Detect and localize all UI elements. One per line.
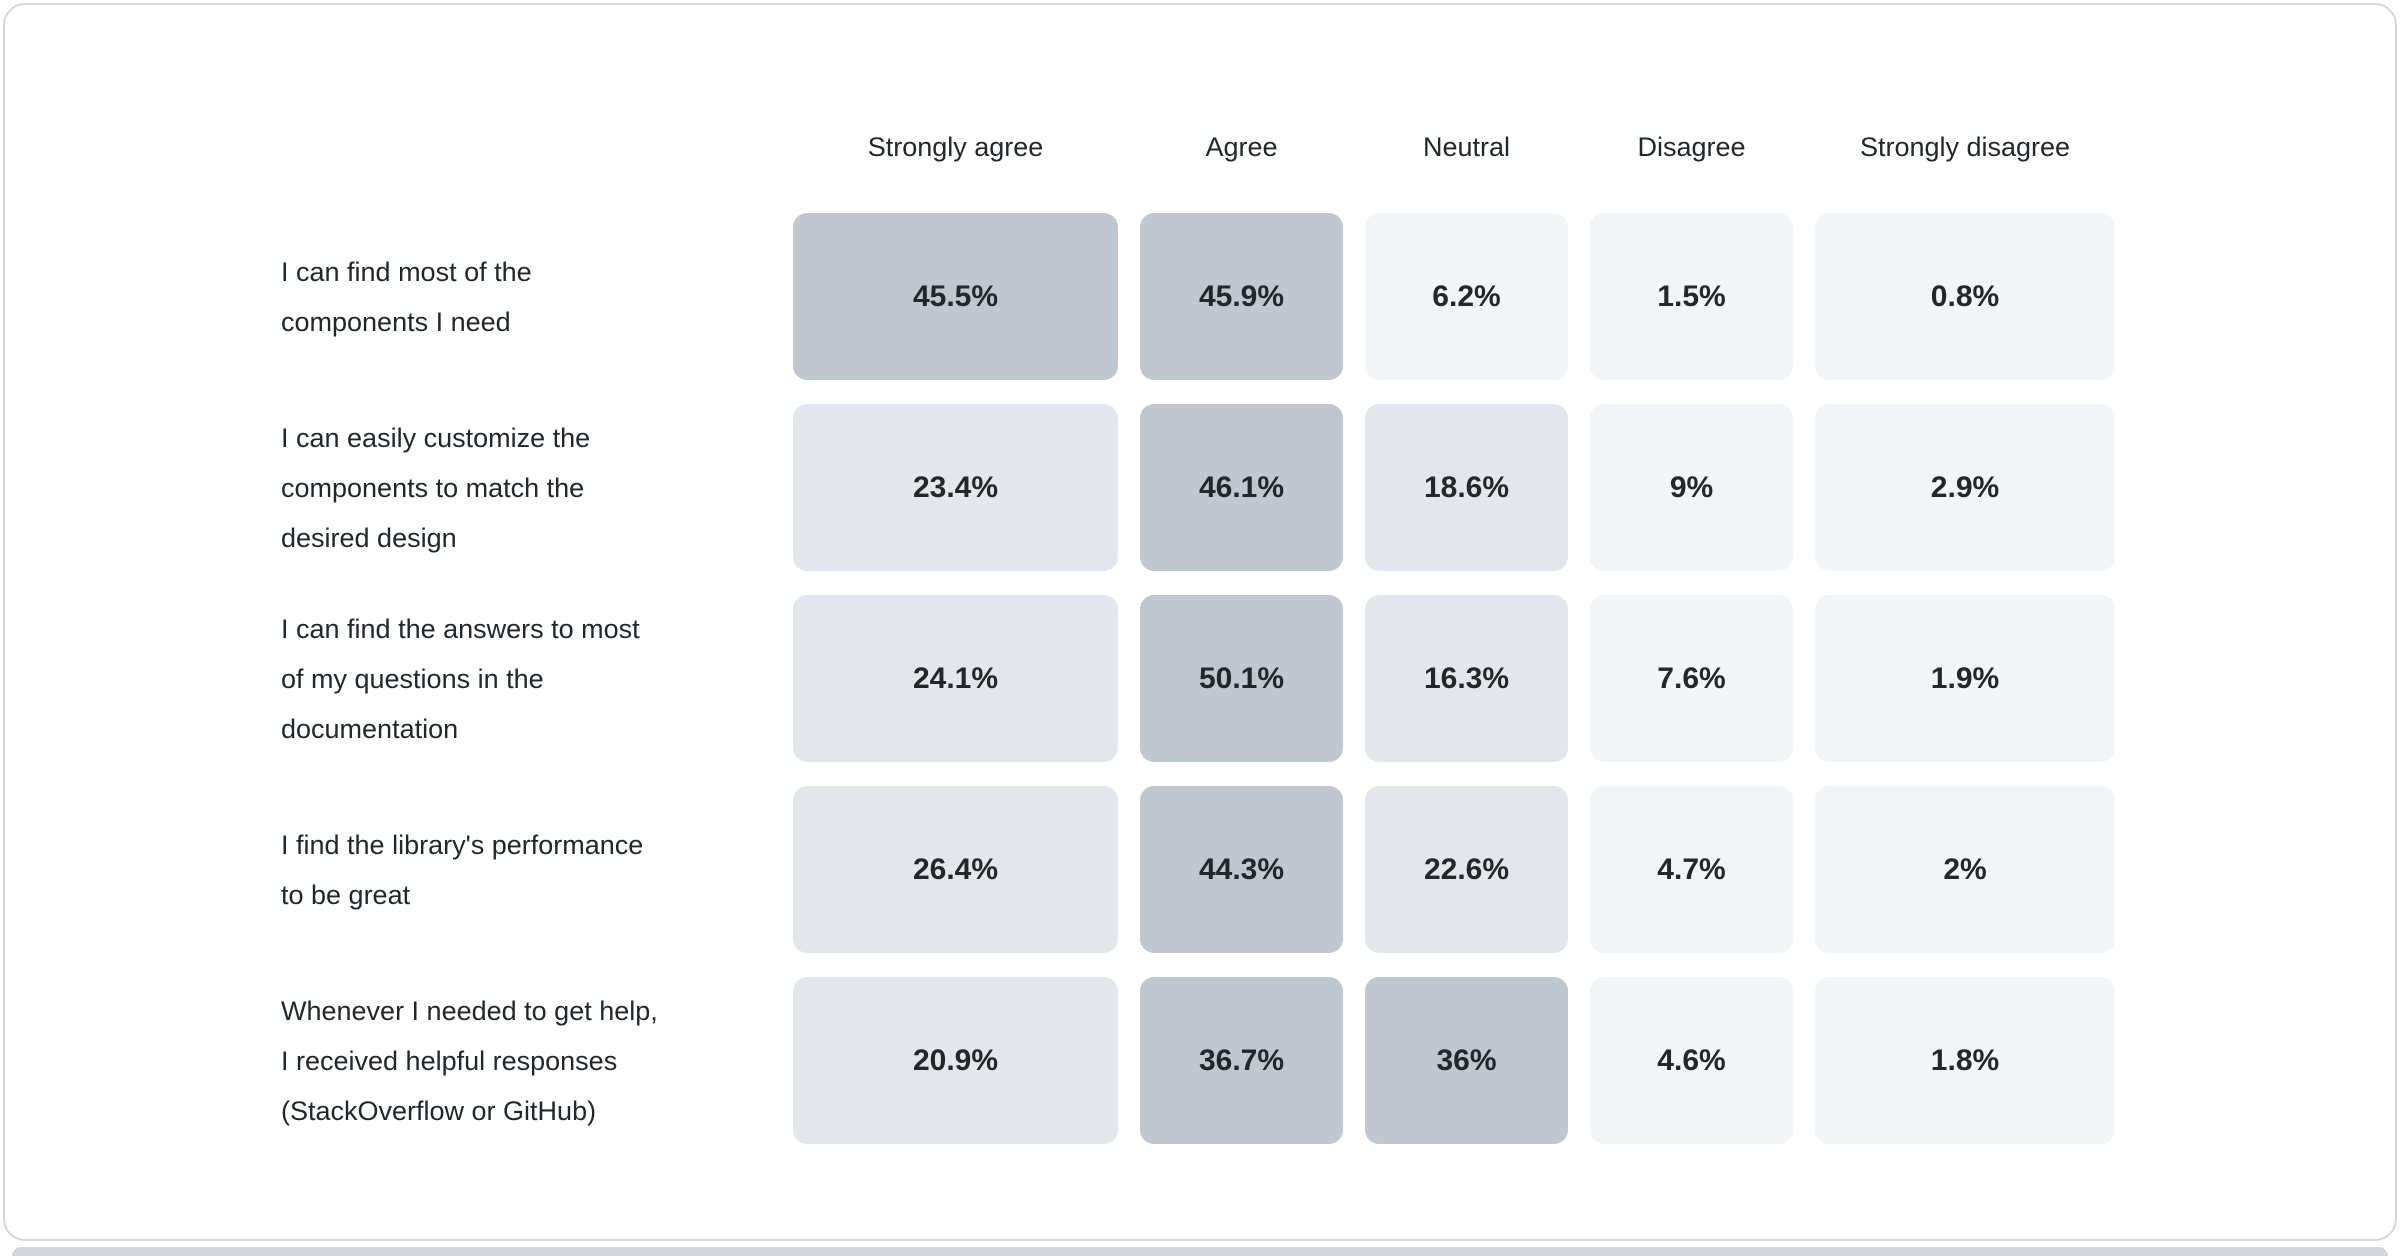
heatmap-cell: 6.2% [1365,213,1568,380]
heatmap-cell: 1.5% [1590,213,1793,380]
heatmap-cell: 2.9% [1815,404,2115,571]
heatmap-cell: 23.4% [793,404,1118,571]
column-header-strongly-agree: Strongly agree [867,131,1044,162]
heatmap-cell: 2% [1815,786,2115,953]
row-label: I find the library's performance to be g… [281,829,644,910]
column-header-neutral: Neutral [1422,131,1511,162]
row-label: I can easily customize the components to… [281,422,591,553]
heatmap-cell: 26.4% [793,786,1118,953]
heatmap-cell: 0.8% [1815,213,2115,380]
heatmap-cell: 36.7% [1140,977,1343,1144]
heatmap-cell: 24.1% [793,595,1118,762]
likert-heatmap: Strongly agree Agree Neutral Disagree St… [281,105,2115,1144]
row-label: I can find the answers to most of my que… [281,613,640,744]
heatmap-cell: 16.3% [1365,595,1568,762]
heatmap-cell: 20.9% [793,977,1118,1144]
next-card-top-edge [12,1247,2388,1256]
heatmap-cell: 7.6% [1590,595,1793,762]
heatmap-cell: 22.6% [1365,786,1568,953]
heatmap-cell: 4.7% [1590,786,1793,953]
column-header-agree: Agree [1205,131,1278,162]
heatmap-cell: 45.5% [793,213,1118,380]
row-label: Whenever I needed to get help, I receive… [281,995,658,1126]
heatmap-cell: 18.6% [1365,404,1568,571]
column-header-strongly-disagree: Strongly disagree [1859,131,2071,162]
heatmap-cell: 45.9% [1140,213,1343,380]
column-header-disagree: Disagree [1637,131,1746,162]
corner-spacer [281,105,771,189]
heatmap-cell: 1.8% [1815,977,2115,1144]
heatmap-cell: 46.1% [1140,404,1343,571]
heatmap-cell: 36% [1365,977,1568,1144]
heatmap-cell: 44.3% [1140,786,1343,953]
heatmap-cell: 4.6% [1590,977,1793,1144]
heatmap-cell: 1.9% [1815,595,2115,762]
survey-results-card: Strongly agree Agree Neutral Disagree St… [3,3,2397,1241]
heatmap-cell: 9% [1590,404,1793,571]
row-label: I can find most of the components I need [281,256,532,337]
heatmap-cell: 50.1% [1140,595,1343,762]
